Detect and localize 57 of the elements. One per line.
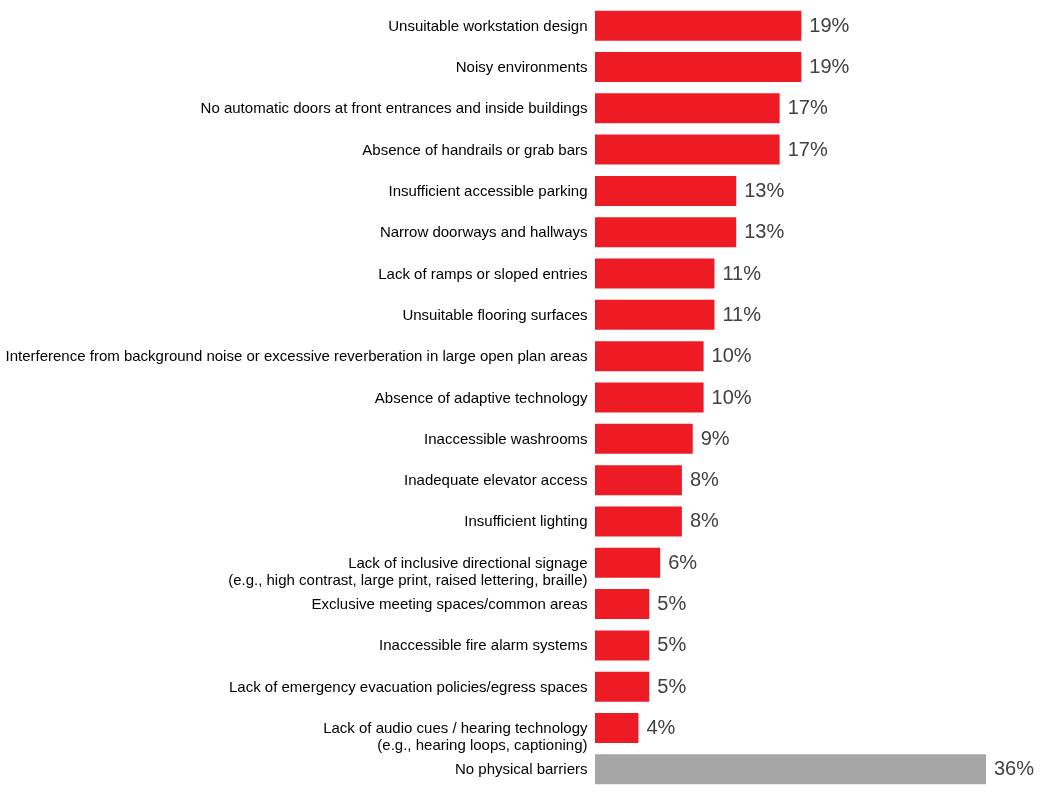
y-tick-label: Lack of audio cues / hearing technology (e.g., hearing loops, captioning) xyxy=(323,719,588,754)
data-label: 8% xyxy=(689,509,720,532)
bar xyxy=(595,589,650,620)
data-label: 36% xyxy=(994,757,1035,780)
y-tick-label: Interference from background noise or excessive reverberation in large open plan areas xyxy=(5,347,588,365)
data-label: 6% xyxy=(668,550,698,573)
bar xyxy=(595,630,650,661)
bar xyxy=(595,465,682,496)
y-tick-label: Inadequate elevator access xyxy=(404,471,588,489)
y-tick-label: No physical barriers xyxy=(454,760,588,778)
data-label: 19% xyxy=(809,54,850,77)
bar xyxy=(595,51,802,82)
bar xyxy=(595,175,737,206)
data-label: 9% xyxy=(700,426,730,449)
y-tick-label: Noisy environments xyxy=(455,57,588,75)
data-label: 4% xyxy=(646,716,676,739)
bar xyxy=(595,217,737,248)
data-label: 8% xyxy=(689,468,720,491)
y-tick-label: Absence of adaptive technology xyxy=(374,388,588,406)
data-label: 17% xyxy=(787,96,828,119)
bar xyxy=(595,671,650,702)
y-tick-label: Lack of ramps or sloped entries xyxy=(378,264,588,282)
y-tick-label: Narrow doorways and hallways xyxy=(379,223,588,241)
y-tick-label: Lack of inclusive directional signage (e.g., high contrast, large print, raised lettering, braille) xyxy=(228,553,588,588)
bar xyxy=(595,341,704,372)
data-label: 11% xyxy=(722,302,762,325)
y-tick-label: Exclusive meeting spaces/common areas xyxy=(311,595,588,613)
y-tick-label: Unsuitable flooring surfaces xyxy=(402,305,588,323)
y-tick-label: No automatic doors at front entrances and inside buildings xyxy=(200,99,588,117)
data-label: 11% xyxy=(722,261,762,284)
bar xyxy=(595,134,780,165)
y-tick-label: Insufficient lighting xyxy=(464,512,588,530)
bar xyxy=(595,713,639,744)
y-tick-label: Lack of emergency evacuation policies/egress spaces xyxy=(228,677,588,695)
data-label: 17% xyxy=(787,137,828,160)
bar xyxy=(595,299,715,330)
data-label: 13% xyxy=(744,178,785,201)
bar xyxy=(595,93,780,124)
data-label: 13% xyxy=(744,220,785,243)
data-label: 10% xyxy=(711,385,752,408)
bar xyxy=(595,754,986,785)
y-tick-label: Unsuitable workstation design xyxy=(388,16,588,34)
data-label: 5% xyxy=(657,592,687,615)
y-tick-label: Inaccessible fire alarm systems xyxy=(379,636,588,654)
bar xyxy=(595,382,704,413)
bar xyxy=(595,547,661,578)
bar xyxy=(595,10,802,41)
bar xyxy=(595,506,682,537)
data-label: 5% xyxy=(657,674,687,697)
y-tick-label: Absence of handrails or grab bars xyxy=(362,140,588,158)
y-tick-label: Insufficient accessible parking xyxy=(388,181,588,199)
y-tick-label: Inaccessible washrooms xyxy=(424,429,588,447)
data-label: 10% xyxy=(711,344,752,367)
data-label: 5% xyxy=(657,633,687,656)
bar xyxy=(595,423,693,454)
bar xyxy=(595,258,715,289)
data-label: 19% xyxy=(809,13,850,36)
